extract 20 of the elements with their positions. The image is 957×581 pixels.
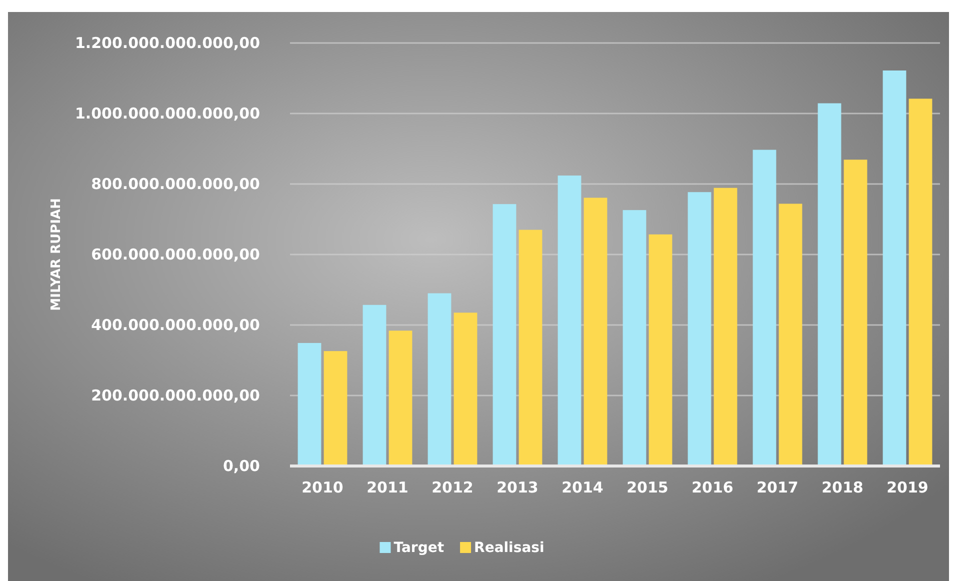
- y-tick-label: 0,00: [222, 456, 260, 475]
- y-axis-title: MILYAR RUPIAH: [49, 198, 64, 311]
- x-tick-label: 2018: [822, 478, 864, 497]
- x-tick-label: 2017: [756, 478, 798, 497]
- y-tick-label: 1.200.000.000.000,00: [74, 34, 260, 52]
- y-tick-label: 400.000.000.000,00: [91, 316, 260, 334]
- y-tick-label: 600.000.000.000,00: [91, 245, 260, 264]
- legend-label: Target: [394, 540, 444, 556]
- legend-label: Realisasi: [474, 540, 544, 556]
- y-tick-label: 200.000.000.000,00: [91, 386, 260, 404]
- x-tick-label: 2016: [692, 478, 734, 497]
- x-tick-label: 2015: [626, 478, 668, 497]
- x-tick-label: 2014: [562, 478, 604, 497]
- x-tick-label: 2010: [302, 478, 344, 497]
- x-tick-label: 2012: [432, 478, 474, 497]
- x-tick-label: 2011: [366, 478, 408, 497]
- x-tick-label: 2013: [496, 478, 538, 497]
- y-tick-label: 1.000.000.000.000,00: [74, 104, 260, 122]
- y-tick-label: 800.000.000.000,00: [91, 174, 260, 193]
- x-tick-label: 2019: [886, 478, 928, 497]
